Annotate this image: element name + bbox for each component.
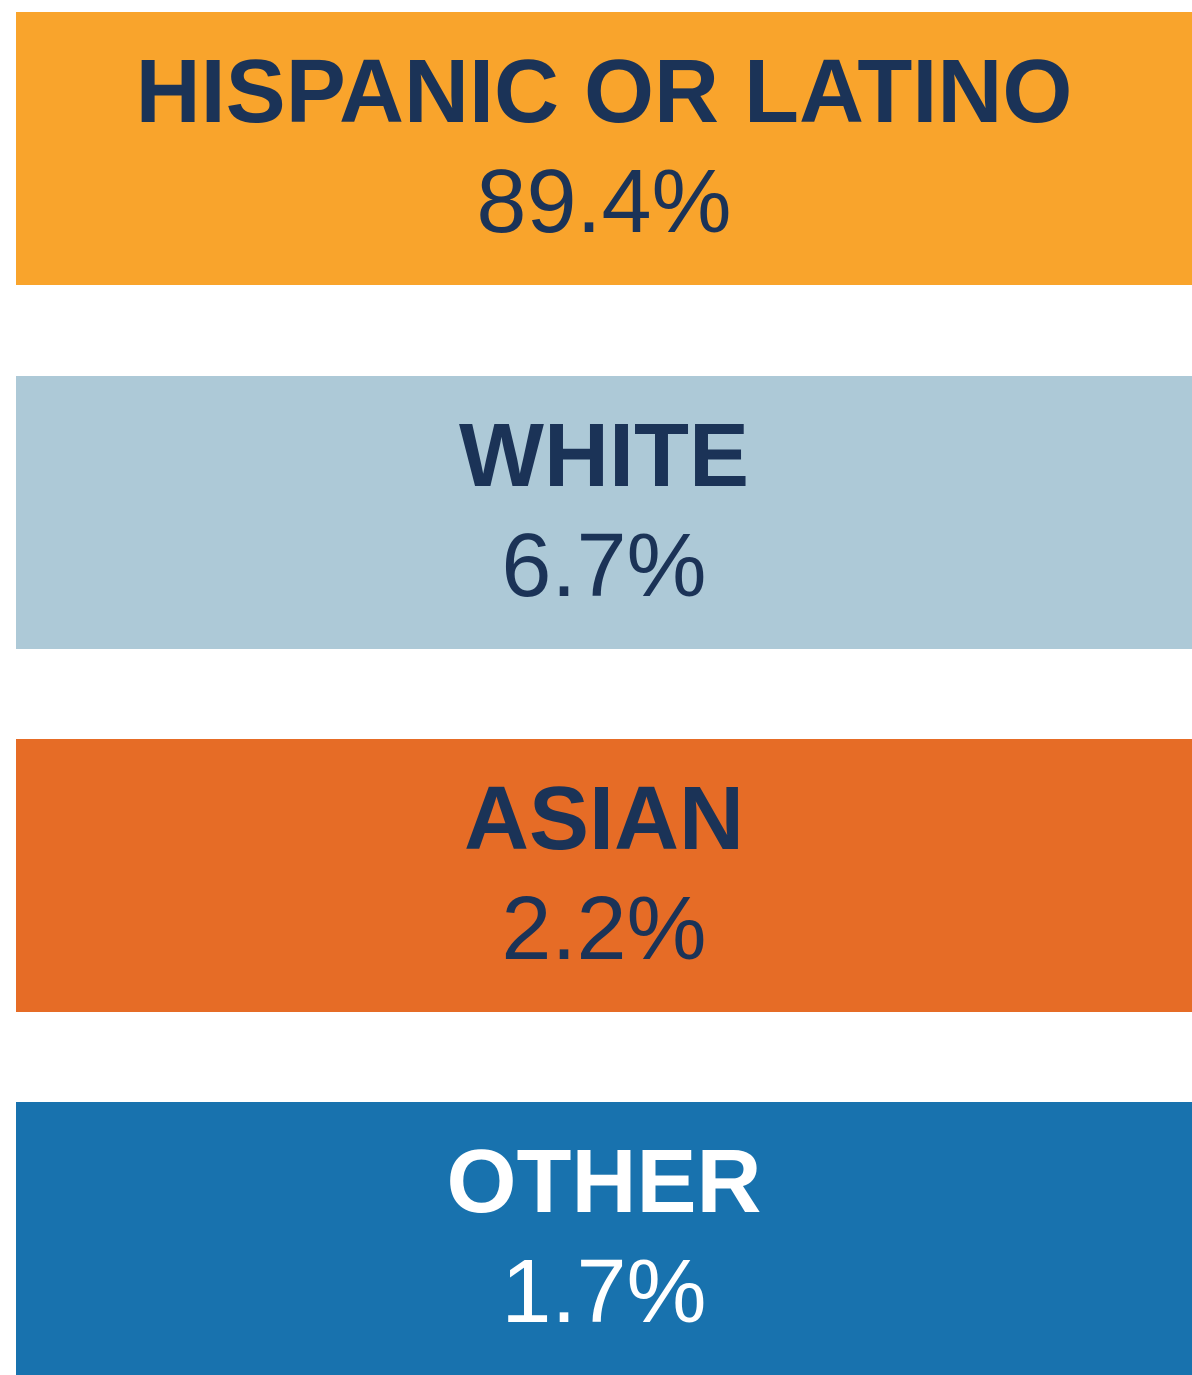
category-box: ASIAN 2.2% <box>16 739 1192 1012</box>
category-box: WHITE 6.7% <box>16 376 1192 649</box>
category-value: 89.4% <box>476 152 732 252</box>
category-label: OTHER <box>446 1132 762 1232</box>
category-box: OTHER 1.7% <box>16 1102 1192 1375</box>
category-value: 1.7% <box>501 1242 707 1342</box>
category-box: HISPANIC OR LATINO 89.4% <box>16 12 1192 285</box>
category-label: HISPANIC OR LATINO <box>135 42 1073 142</box>
category-value: 6.7% <box>501 516 707 616</box>
category-label: ASIAN <box>463 769 745 869</box>
category-value: 2.2% <box>501 879 707 979</box>
category-label: WHITE <box>459 406 749 506</box>
